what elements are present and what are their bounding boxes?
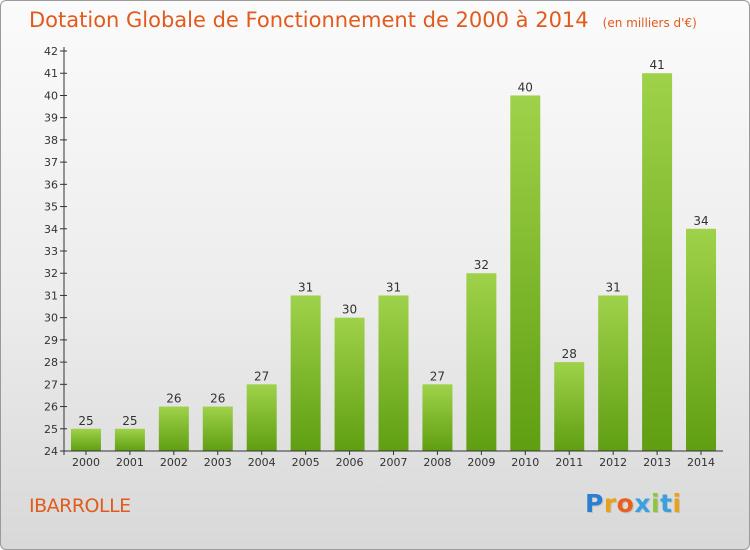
logo-letter: o (616, 489, 635, 518)
y-tick-label: 34 (44, 223, 58, 236)
bar-2006 (334, 317, 365, 451)
bar-2014 (686, 228, 717, 451)
y-tick-label: 24 (44, 445, 58, 458)
bar-2013 (642, 73, 673, 451)
data-label-2012: 31 (606, 280, 621, 294)
bar-2012 (598, 295, 629, 451)
bar-2009 (466, 273, 497, 451)
bar-2011 (554, 362, 585, 451)
x-tick-label-2012: 2012 (599, 456, 627, 469)
data-label-2000: 25 (78, 414, 93, 428)
bar-2002 (158, 406, 189, 451)
logo-letter: i (672, 489, 682, 518)
logo-letter: P (585, 489, 604, 518)
x-tick-label-2005: 2005 (292, 456, 320, 469)
x-tick-label-2011: 2011 (555, 456, 583, 469)
y-tick-label: 42 (44, 45, 58, 58)
data-label-2008: 27 (430, 369, 445, 383)
x-tick-label-2008: 2008 (423, 456, 451, 469)
data-label-2011: 28 (562, 347, 577, 361)
chart-subtitle: (en milliers d'€) (602, 16, 697, 30)
data-label-2001: 25 (122, 414, 137, 428)
x-tick-label-2014: 2014 (687, 456, 715, 469)
x-tick-label-2013: 2013 (643, 456, 671, 469)
y-tick-label: 26 (44, 401, 58, 414)
y-tick-label: 29 (44, 334, 58, 347)
x-tick-label-2002: 2002 (160, 456, 188, 469)
proxiti-logo: Proxiti (585, 489, 682, 518)
data-label-2002: 26 (166, 392, 181, 406)
bar-2007 (378, 295, 409, 451)
x-tick-label-2004: 2004 (248, 456, 276, 469)
y-tick-label: 32 (44, 267, 58, 280)
chart-title: Dotation Globale de Fonctionnement de 20… (29, 8, 697, 32)
y-tick-label: 28 (44, 356, 58, 369)
x-tick-label-2006: 2006 (336, 456, 364, 469)
place-name: IBARROLLE (29, 495, 131, 517)
data-label-2013: 41 (649, 58, 664, 72)
data-label-2006: 30 (342, 303, 357, 317)
bar-2003 (202, 406, 233, 451)
bar-2001 (114, 428, 145, 451)
y-tick-label: 41 (44, 67, 58, 80)
y-tick-label: 40 (44, 89, 58, 102)
x-tick-label-2010: 2010 (511, 456, 539, 469)
logo-letter: x (634, 489, 651, 518)
y-tick-label: 33 (44, 245, 58, 258)
y-tick-label: 31 (44, 289, 58, 302)
x-tick-label-2003: 2003 (204, 456, 232, 469)
x-tick-label-2001: 2001 (116, 456, 144, 469)
x-tick-label-2000: 2000 (72, 456, 100, 469)
bar-2008 (422, 384, 453, 451)
data-label-2004: 27 (254, 369, 269, 383)
data-label-2014: 34 (693, 214, 708, 228)
y-tick-label: 37 (44, 156, 58, 169)
bar-2000 (70, 428, 101, 451)
logo-letter: i (651, 489, 661, 518)
logo-letter: t (660, 489, 673, 518)
data-label-2003: 26 (210, 392, 225, 406)
x-tick-label-2009: 2009 (467, 456, 495, 469)
y-tick-label: 36 (44, 178, 58, 191)
bar-2005 (290, 295, 321, 451)
x-tick-label-2007: 2007 (380, 456, 408, 469)
data-label-2007: 31 (386, 280, 401, 294)
y-tick-label: 38 (44, 134, 58, 147)
data-label-2010: 40 (518, 80, 533, 94)
logo-letter: r (603, 489, 617, 518)
y-tick-label: 25 (44, 423, 58, 436)
bar-2004 (246, 384, 277, 451)
y-tick-label: 35 (44, 201, 58, 214)
y-tick-label: 39 (44, 112, 58, 125)
bar-2010 (510, 95, 541, 451)
y-tick-label: 30 (44, 312, 58, 325)
data-label-2009: 32 (474, 258, 489, 272)
y-tick-label: 27 (44, 378, 58, 391)
data-label-2005: 31 (298, 280, 313, 294)
